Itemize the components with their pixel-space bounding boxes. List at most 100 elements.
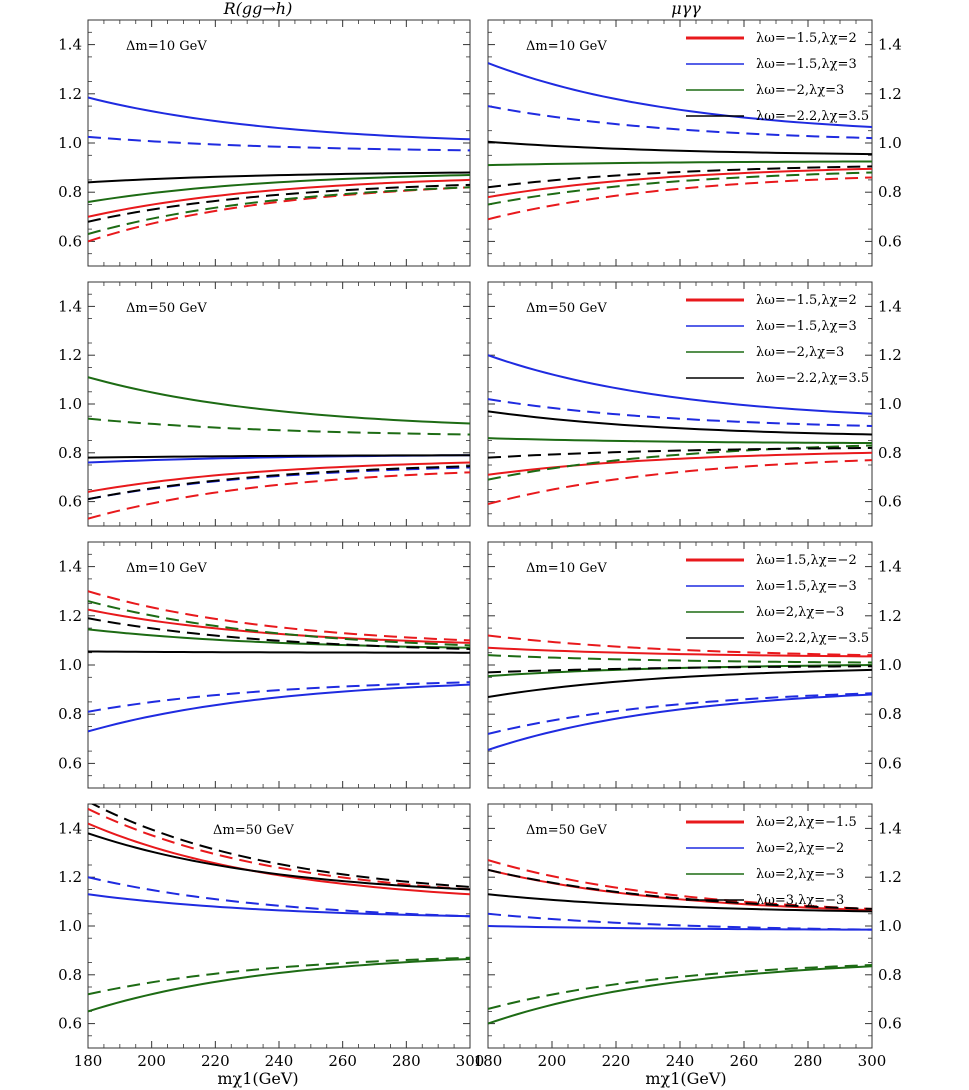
legend-label: λω=−1.5,λχ=2: [756, 31, 857, 46]
delta-m-label: Δm=10 GeV: [126, 39, 207, 54]
x-tick-label: 180: [474, 1052, 503, 1070]
series-line-black-dashed: [488, 868, 872, 910]
series-line-green-dashed: [488, 964, 872, 1010]
series-line-green-solid: [88, 173, 470, 204]
y-tick-label: 0.6: [878, 754, 902, 772]
x-tick-label: 260: [328, 1052, 357, 1070]
series-line-black-dashed: [88, 183, 470, 223]
series-line-blue-dashed: [488, 692, 872, 735]
x-tick-label: 220: [201, 1052, 230, 1070]
series-line-green-solid: [488, 160, 872, 167]
series-line-blue-solid: [488, 925, 872, 931]
y-tick-label: 0.6: [58, 232, 82, 250]
series-line-red-solid: [488, 167, 872, 199]
y-tick-label: 0.6: [58, 493, 82, 511]
delta-m-label: Δm=50 GeV: [526, 301, 607, 316]
delta-m-label: Δm=50 GeV: [213, 823, 294, 838]
legend-label: λω=3,λχ=−3: [756, 893, 844, 908]
plot-frame: [87, 803, 471, 1049]
legend-label: λω=−1.5,λχ=3: [756, 319, 857, 334]
series-line-black-solid: [88, 454, 470, 459]
x-axis-title-right: mχ1(GeV): [645, 1069, 726, 1088]
series-line-black-solid: [88, 171, 470, 184]
panel-r2-c0: 0.6 0.8 1.0 1.2 1.4 Δm=10 GeV: [58, 541, 471, 789]
series-line-green-dashed: [88, 186, 470, 235]
panel-r0-c0: 0.6 0.8 1.0 1.2 1.4 Δm=10 GeV: [58, 19, 471, 267]
plot-frame: [87, 19, 471, 267]
series-group: [488, 354, 872, 506]
y-tick-label: 0.6: [58, 754, 82, 772]
delta-m-label: Δm=10 GeV: [126, 561, 207, 576]
y-tick-label: 0.8: [878, 183, 902, 201]
series-line-blue-dashed: [88, 876, 470, 918]
x-tick-label: 240: [265, 1052, 294, 1070]
delta-m-label: Δm=50 GeV: [126, 301, 207, 316]
series-line-green-dashed: [88, 417, 470, 436]
col-title-right: μγγ: [671, 0, 701, 18]
panel-r0-c1: 0.6 0.8 1.0 1.2 1.4 Δm=10 GeV λω=−1.5,λχ=2 λω=−…: [487, 19, 902, 267]
series-line-black-solid: [488, 140, 872, 156]
y-tick-label: 1.0: [878, 134, 902, 152]
y-tick-label: 0.6: [58, 1015, 82, 1033]
series-line-green-dashed: [88, 600, 470, 647]
panel-r1-c0: 0.6 0.8 1.0 1.2 1.4 Δm=50 GeV: [58, 281, 471, 527]
x-tick-label: 180: [74, 1052, 103, 1070]
y-tick-label: 1.0: [878, 917, 902, 935]
series-line-blue-dashed: [88, 135, 470, 152]
series-line-red-solid: [88, 178, 470, 218]
legend-label: λω=1.5,λχ=−2: [756, 553, 857, 568]
legend-label: λω=−1.5,λχ=3: [756, 57, 857, 72]
legend-label: λω=−2,λχ=3: [756, 83, 844, 98]
x-tick-label: 280: [794, 1052, 823, 1070]
y-tick-label: 0.8: [878, 705, 902, 723]
series-line-black-dashed: [488, 665, 872, 674]
series-line-blue-solid: [488, 693, 872, 751]
series-line-red-solid: [88, 461, 470, 493]
series-line-blue-dashed: [88, 681, 470, 713]
series-line-red-solid: [88, 608, 470, 644]
series-line-green-dashed: [488, 171, 872, 206]
y-tick-label: 0.8: [58, 444, 82, 462]
y-tick-label: 0.6: [878, 232, 902, 250]
legend-label: λω=−2,λχ=3: [756, 345, 844, 360]
y-tick-label: 1.0: [58, 134, 82, 152]
x-tick-label: 240: [666, 1052, 695, 1070]
series-line-red-dashed: [88, 590, 470, 642]
y-tick-label: 1.0: [878, 656, 902, 674]
y-tick-label: 1.4: [58, 819, 82, 837]
series-group: [488, 62, 872, 221]
series-line-black-dashed: [88, 617, 470, 651]
panel-r3-c0: 180 200 220 240 260 280 300 0.6 0.8 1.0 1.2 1.4 Δm=5…: [58, 803, 485, 1070]
col-title-left: R(gg→h): [223, 0, 293, 18]
legend-label: λω=−2.2,λχ=3.5: [756, 371, 869, 386]
legend-label: λω=2.2,λχ=−3.5: [756, 631, 869, 646]
series-line-red-dashed: [88, 471, 470, 520]
series-line-green-solid: [88, 628, 470, 649]
y-tick-label: 0.8: [878, 444, 902, 462]
plot-frame: [87, 541, 471, 789]
series-line-black-dashed: [90, 804, 470, 888]
series-line-blue-solid: [488, 62, 872, 129]
x-tick-label: 200: [538, 1052, 567, 1070]
series-line-blue-solid: [88, 893, 470, 918]
series-line-black-dashed: [488, 446, 872, 459]
series-line-black-solid: [488, 893, 872, 913]
y-tick-label: 0.8: [58, 966, 82, 984]
series-line-blue-solid: [488, 354, 872, 415]
x-tick-label: 220: [602, 1052, 631, 1070]
series-line-green-solid: [88, 376, 470, 425]
y-tick-label: 1.2: [878, 607, 902, 625]
legend-label: λω=2,λχ=−3: [756, 867, 844, 882]
panel-r2-c1: 0.6 0.8 1.0 1.2 1.4 Δm=10 GeV λω=1.5,λχ=−2 λω=1…: [487, 541, 902, 789]
series-line-black-dashed: [488, 165, 872, 189]
series-line-black-solid: [88, 650, 470, 654]
y-tick-label: 1.2: [58, 85, 82, 103]
series-line-blue-solid: [88, 96, 470, 141]
y-tick-label: 1.2: [58, 868, 82, 886]
series-line-red-dashed: [488, 459, 872, 506]
delta-m-label: Δm=50 GeV: [526, 823, 607, 838]
panel-r1-c1: 0.6 0.8 1.0 1.2 1.4 Δm=50 GeV λω=−1.5,λχ=2 λω=−…: [487, 281, 902, 527]
legend-label: λω=−2.2,λχ=3.5: [756, 109, 869, 124]
x-tick-label: 300: [456, 1052, 485, 1070]
